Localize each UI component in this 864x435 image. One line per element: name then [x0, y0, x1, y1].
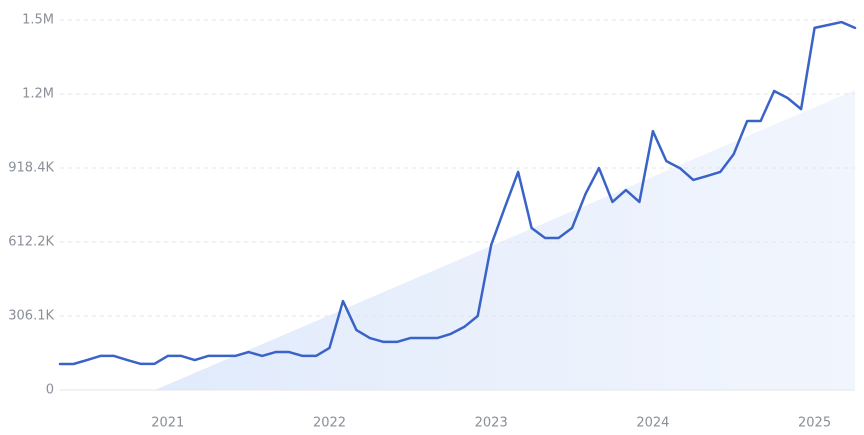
x-tick-label: 2023	[475, 416, 508, 431]
trend-line	[58, 20, 857, 366]
y-tick-label: 918.4K	[8, 160, 54, 175]
x-tick-label: 2021	[151, 416, 184, 431]
y-tick-label: 612.2K	[8, 235, 54, 250]
x-tick-label: 2022	[313, 416, 346, 431]
y-tick-label: 306.1K	[8, 309, 54, 324]
y-tick-label: 1.2M	[22, 86, 54, 101]
trend-area	[155, 90, 855, 390]
x-tick-label: 2024	[636, 416, 669, 431]
x-tick-label: 2025	[798, 416, 831, 431]
y-tick-label: 0	[46, 383, 54, 398]
y-tick-label: 1.5M	[22, 13, 54, 28]
